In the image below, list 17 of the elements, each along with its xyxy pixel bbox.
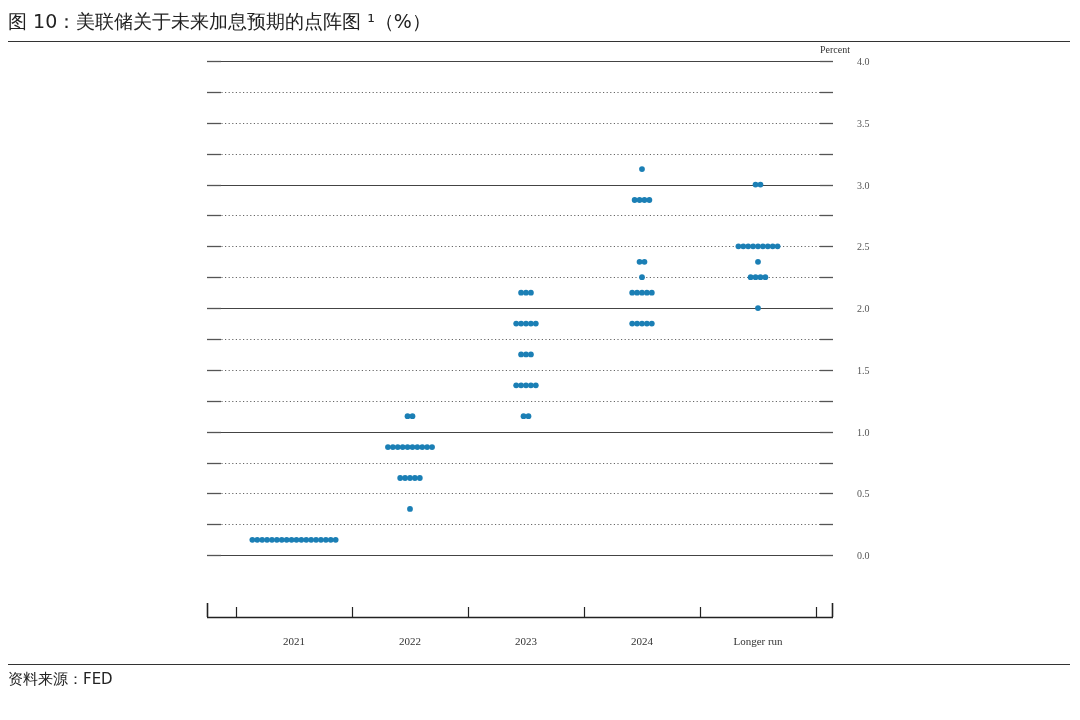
- y-tick-label: 3.0: [857, 180, 870, 191]
- y-tick-label: 1.0: [857, 427, 870, 438]
- x-tick-label: 2021: [283, 635, 305, 647]
- x-tick-label: Longer run: [733, 635, 783, 647]
- y-tick-label: 4.0: [857, 56, 870, 67]
- y-tick-label: 2.0: [857, 303, 870, 314]
- y-tick-label: 2.5: [857, 241, 870, 252]
- y-tick-label: 0.5: [857, 488, 870, 499]
- y-tick-label: 3.5: [857, 118, 870, 129]
- title: 图 10：美联储关于未来加息预期的点阵图 ¹（%）: [8, 10, 431, 32]
- x-tick-label: 2023: [515, 635, 537, 647]
- y-tick-label: 0.0: [857, 550, 870, 561]
- annotation: 资料来源：FED: [8, 670, 113, 688]
- y-axis-title: Percent: [820, 44, 850, 55]
- x-tick-label: 2022: [399, 635, 421, 647]
- y-tick-label: 1.5: [857, 365, 870, 376]
- x-tick-label: 2024: [631, 635, 653, 647]
